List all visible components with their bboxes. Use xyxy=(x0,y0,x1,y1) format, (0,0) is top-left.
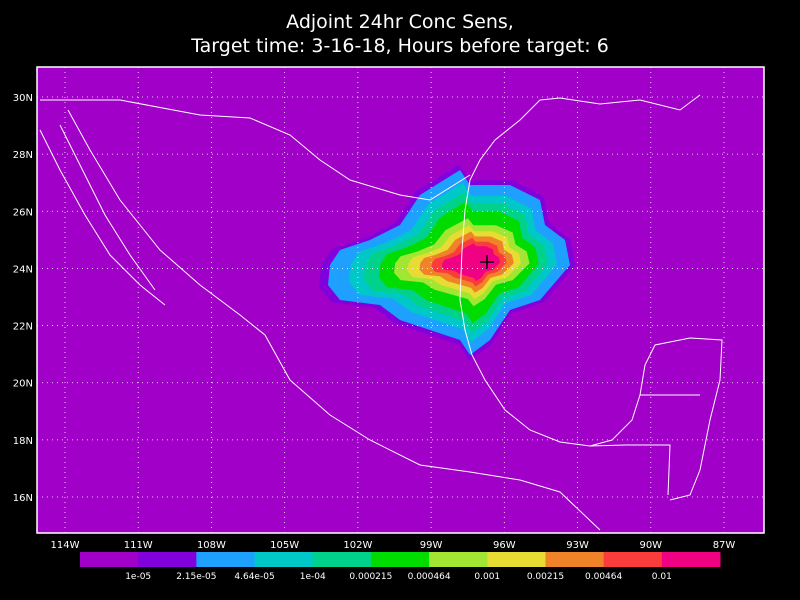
colorbar-label: 4.64e-05 xyxy=(234,572,274,582)
lat-tick-label: 28N xyxy=(13,150,33,161)
lat-tick-label: 16N xyxy=(13,493,33,504)
colorbar-label: 0.000464 xyxy=(408,572,451,582)
lat-tick-label: 18N xyxy=(13,436,33,447)
plot-frame xyxy=(36,66,765,534)
lon-tick-label: 108W xyxy=(197,540,226,551)
lon-tick-label: 114W xyxy=(51,540,80,551)
grid xyxy=(37,67,764,533)
colorbar-box xyxy=(429,552,488,567)
lat-tick-label: 22N xyxy=(13,322,33,333)
lon-tick-label: 111W xyxy=(124,540,153,551)
colorbar-box xyxy=(545,552,605,567)
lon-tick-label: 99W xyxy=(420,540,443,551)
lat-tick-label: 24N xyxy=(13,264,33,275)
colorbar: 1e-05 2.15e-05 4.64e-05 1e-04 0.000215 0.0004… xyxy=(80,552,721,582)
colorbar-label: 2.15e-05 xyxy=(176,572,216,582)
colorbar-label: 1e-05 xyxy=(125,572,151,582)
baja-coast xyxy=(39,124,166,306)
colorbar-box xyxy=(138,552,197,567)
colorbar-label: 0.000215 xyxy=(349,572,392,582)
lon-tick-label: 87W xyxy=(713,540,736,551)
lat-tick-label: 30N xyxy=(13,93,33,104)
colorbar-box xyxy=(312,552,372,567)
lat-tick-label: 26N xyxy=(13,207,33,218)
lon-tick-label: 105W xyxy=(270,540,299,551)
colorbar-box xyxy=(487,552,546,567)
colorbar-label: 1e-04 xyxy=(300,572,326,582)
lat-tick-label: 20N xyxy=(13,379,33,390)
gulf-coast xyxy=(459,99,723,501)
ticks: 114W 111W 108W 105W 102W 99W 96W 93W 90W 87W 30N 28… xyxy=(13,93,736,551)
colorbar-label: 0.01 xyxy=(652,572,672,582)
border xyxy=(589,394,700,496)
colorbar-label: 0.00215 xyxy=(527,572,564,582)
colorbar-box xyxy=(80,552,139,567)
colorbar-box xyxy=(196,552,256,567)
coastlines xyxy=(39,94,723,531)
title-line: Adjoint 24hr Conc Sens, xyxy=(286,11,514,33)
lon-tick-label: 102W xyxy=(343,540,372,551)
lon-tick-label: 93W xyxy=(566,540,589,551)
colorbar-box xyxy=(254,552,314,567)
us-coast xyxy=(539,94,701,111)
colorbar-label: 0.00464 xyxy=(585,572,622,582)
lon-tick-label: 96W xyxy=(493,540,516,551)
colorbar-box xyxy=(603,552,663,567)
target-marker xyxy=(480,255,494,269)
colorbar-label: 0.001 xyxy=(474,572,500,582)
colorbar-box xyxy=(661,552,721,567)
pacific-coast xyxy=(67,109,601,531)
sensitivity-contour xyxy=(442,243,501,281)
lon-tick-label: 90W xyxy=(639,540,662,551)
border xyxy=(40,99,471,201)
title-line: Target time: 3-16-18, Hours before targe… xyxy=(190,35,609,57)
colorbar-box xyxy=(370,552,430,567)
